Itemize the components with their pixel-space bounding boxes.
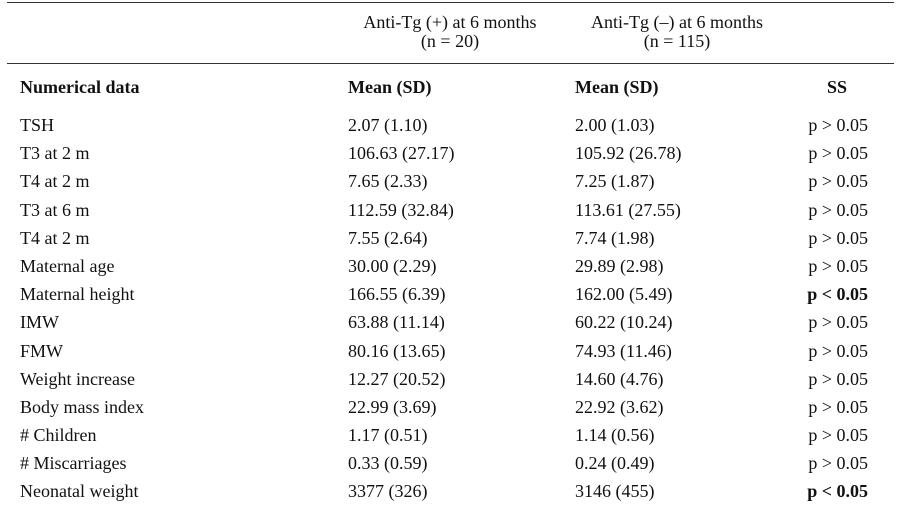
cell-mean-positive: 22.99 (3.69) bbox=[348, 396, 437, 417]
column-header-mean-positive: Mean (SD) bbox=[348, 77, 432, 97]
cell-mean-positive: 1.17 (0.51) bbox=[348, 425, 428, 446]
cell-mean-negative: 7.25 (1.87) bbox=[575, 171, 655, 192]
cell-significance: p > 0.05 bbox=[808, 255, 868, 276]
cell-mean-positive: 7.55 (2.64) bbox=[348, 227, 428, 248]
row-label: TSH bbox=[20, 115, 55, 135]
cell-mean-negative: 60.22 (10.24) bbox=[575, 312, 673, 333]
row-label: FMW bbox=[20, 340, 64, 361]
cell-significance: p < 0.05 bbox=[807, 481, 868, 502]
cell-mean-positive: 106.63 (27.17) bbox=[348, 143, 455, 164]
row-label: IMW bbox=[20, 312, 59, 333]
cell-mean-negative: 0.24 (0.49) bbox=[575, 453, 655, 474]
cell-significance: p > 0.05 bbox=[808, 143, 868, 164]
column-header-mean-negative: Mean (SD) bbox=[575, 77, 659, 97]
cell-mean-positive: 30.00 (2.29) bbox=[348, 255, 437, 276]
header-rule bbox=[7, 63, 894, 64]
cell-mean-positive: 2.07 (1.10) bbox=[348, 115, 428, 135]
group-header-anti-tg-positive: Anti-Tg (+) at 6 months (n = 20) bbox=[345, 13, 555, 51]
table-row: T4 at 2 m 7.65 (2.33) 7.25 (1.87) p > 0.05 bbox=[7, 167, 894, 195]
cell-mean-negative: 3146 (455) bbox=[575, 481, 655, 502]
group-title-negative: Anti-Tg (–) at 6 months bbox=[591, 12, 763, 32]
table-row: IMW 63.88 (11.14) 60.22 (10.24) p > 0.05 bbox=[7, 308, 894, 336]
cell-significance: p > 0.05 bbox=[808, 115, 868, 135]
cell-mean-negative: 29.89 (2.98) bbox=[575, 255, 664, 276]
table-row: Weight increase 12.27 (20.52) 14.60 (4.76)… bbox=[7, 365, 894, 393]
cell-significance: p < 0.05 bbox=[807, 284, 868, 305]
row-label: T4 at 2 m bbox=[20, 171, 90, 192]
cell-significance: p > 0.05 bbox=[808, 425, 868, 446]
cell-significance: p > 0.05 bbox=[808, 171, 868, 192]
table-row: # Miscarriages 0.33 (0.59) 0.24 (0.49) p > … bbox=[7, 449, 894, 477]
cell-mean-negative: 74.93 (11.46) bbox=[575, 340, 672, 361]
row-label: Maternal age bbox=[20, 255, 115, 276]
column-header-numerical-data: Numerical data bbox=[20, 77, 140, 97]
row-label: Maternal height bbox=[20, 284, 135, 305]
cell-significance: p > 0.05 bbox=[808, 453, 868, 474]
table-row: FMW 80.16 (13.65) 74.93 (11.46) p > 0.05 bbox=[7, 337, 894, 365]
cell-mean-positive: 166.55 (6.39) bbox=[348, 284, 446, 305]
group-title-positive: Anti-Tg (+) at 6 months bbox=[363, 12, 537, 32]
table-row: TSH 2.07 (1.10) 2.00 (1.03) p > 0.05 bbox=[7, 111, 894, 139]
cell-mean-negative: 1.14 (0.56) bbox=[575, 425, 655, 446]
table-body: TSH 2.07 (1.10) 2.00 (1.03) p > 0.05 T3 at 2… bbox=[7, 111, 894, 506]
cell-mean-positive: 3377 (326) bbox=[348, 481, 428, 502]
cell-mean-positive: 63.88 (11.14) bbox=[348, 312, 445, 333]
row-label: Weight increase bbox=[20, 368, 135, 389]
row-label: Neonatal weight bbox=[20, 481, 139, 502]
cell-mean-negative: 2.00 (1.03) bbox=[575, 115, 655, 135]
cell-mean-positive: 7.65 (2.33) bbox=[348, 171, 428, 192]
row-label: # Children bbox=[20, 425, 97, 446]
cell-significance: p > 0.05 bbox=[808, 312, 868, 333]
group-n-positive: (n = 20) bbox=[420, 31, 480, 51]
cell-mean-negative: 14.60 (4.76) bbox=[575, 368, 664, 389]
cell-mean-positive: 0.33 (0.59) bbox=[348, 453, 428, 474]
table-row: # Children 1.17 (0.51) 1.14 (0.56) p > 0.05 bbox=[7, 421, 894, 449]
group-header-anti-tg-negative: Anti-Tg (–) at 6 months (n = 115) bbox=[571, 13, 783, 51]
cell-mean-negative: 7.74 (1.98) bbox=[575, 227, 655, 248]
column-header-ss: SS bbox=[827, 77, 848, 97]
top-rule bbox=[7, 2, 894, 3]
cell-mean-negative: 105.92 (26.78) bbox=[575, 143, 682, 164]
cell-mean-positive: 12.27 (20.52) bbox=[348, 368, 446, 389]
table-row: T3 at 6 m 112.59 (32.84) 113.61 (27.55) p >… bbox=[7, 196, 894, 224]
row-label: T4 at 2 m bbox=[20, 227, 90, 248]
row-label: T3 at 2 m bbox=[20, 143, 90, 164]
table-row: T3 at 2 m 106.63 (27.17) 105.92 (26.78) p >… bbox=[7, 139, 894, 167]
table-row: Maternal height 166.55 (6.39) 162.00 (5.49… bbox=[7, 280, 894, 308]
table-row: Neonatal weight 3377 (326) 3146 (455) p < 0… bbox=[7, 477, 894, 505]
row-label: T3 at 6 m bbox=[20, 199, 90, 220]
row-label: # Miscarriages bbox=[20, 453, 127, 474]
cell-mean-negative: 113.61 (27.55) bbox=[575, 199, 681, 220]
table-row: Maternal age 30.00 (2.29) 29.89 (2.98) p > … bbox=[7, 252, 894, 280]
cell-mean-negative: 162.00 (5.49) bbox=[575, 284, 673, 305]
cell-significance: p > 0.05 bbox=[808, 199, 868, 220]
cell-significance: p > 0.05 bbox=[808, 396, 868, 417]
table-row: Body mass index 22.99 (3.69) 22.92 (3.62) p… bbox=[7, 393, 894, 421]
group-n-negative: (n = 115) bbox=[643, 31, 711, 51]
cell-significance: p > 0.05 bbox=[808, 227, 868, 248]
cell-significance: p > 0.05 bbox=[808, 340, 868, 361]
table-row: T4 at 2 m 7.55 (2.64) 7.74 (1.98) p > 0.05 bbox=[7, 224, 894, 252]
row-label: Body mass index bbox=[20, 396, 144, 417]
cell-significance: p > 0.05 bbox=[808, 368, 868, 389]
cell-mean-positive: 112.59 (32.84) bbox=[348, 199, 454, 220]
cell-mean-negative: 22.92 (3.62) bbox=[575, 396, 664, 417]
cell-mean-positive: 80.16 (13.65) bbox=[348, 340, 446, 361]
